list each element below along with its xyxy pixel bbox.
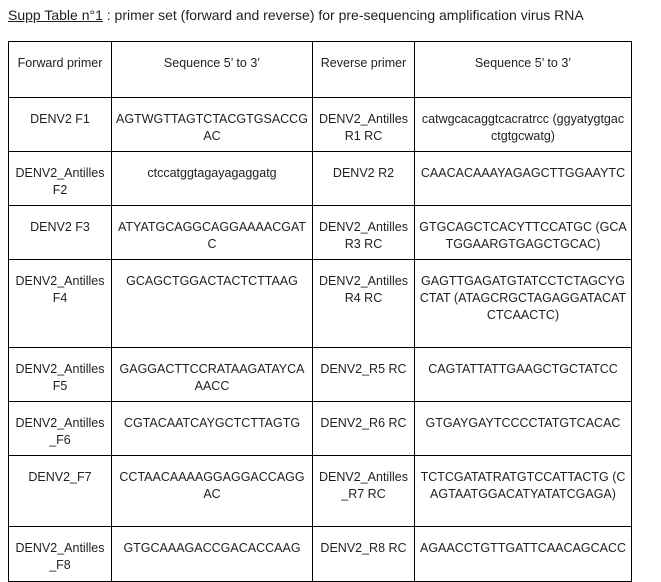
reverse-primer-cell: DENV2_R8 RC	[312, 526, 415, 582]
reverse-sequence-cell: CAACACAAAYAGAGCTTGGAAYTC	[414, 151, 632, 206]
header-reverse-primer: Reverse primer	[312, 41, 415, 98]
table-caption: Supp Table n°1 : primer set (forward and…	[8, 6, 584, 24]
forward-sequence-cell: GTGCAAAGACCGACACCAAG	[111, 526, 313, 582]
table-row: DENV2_Antilles_F8 GTGCAAAGACCGACACCAAG D…	[8, 526, 632, 582]
reverse-primer-cell: DENV2_Antilles_R7 RC	[312, 455, 415, 527]
reverse-sequence-cell: CAGTATTATTGAAGCTGCTATCC	[414, 347, 632, 402]
table-row: DENV2_Antilles_F6 CGTACAATCAYGCTCTTAGTG …	[8, 401, 632, 456]
reverse-sequence-cell: TCTCGATATRATGTCCATTACTG (CAGTAATGGACATYA…	[414, 455, 632, 527]
forward-sequence-cell: GCAGCTGGACTACTCTTAAG	[111, 259, 313, 348]
forward-sequence-cell: ATYATGCAGGCAGGAAAACGATC	[111, 205, 313, 260]
forward-primer-cell: DENV2 F3	[8, 205, 112, 260]
table-row: DENV2_F7 CCTAACAAAAGGAGGACCAGGAC DENV2_A…	[8, 455, 632, 527]
table-row: DENV2_Antilles F5 GAGGACTTCCRATAAGATAYCA…	[8, 347, 632, 402]
reverse-primer-cell: DENV2_Antilles R1 RC	[312, 97, 415, 152]
forward-sequence-cell: AGTWGTTAGTCTACGTGSACCGAC	[111, 97, 313, 152]
reverse-primer-cell: DENV2_R6 RC	[312, 401, 415, 456]
reverse-primer-cell: DENV2 R2	[312, 151, 415, 206]
reverse-primer-cell: DENV2_R5 RC	[312, 347, 415, 402]
forward-sequence-cell: GAGGACTTCCRATAAGATAYCAAACC	[111, 347, 313, 402]
forward-primer-cell: DENV2_Antilles F4	[8, 259, 112, 348]
table-row: DENV2 F3 ATYATGCAGGCAGGAAAACGATC DENV2_A…	[8, 205, 632, 260]
reverse-sequence-cell: AGAACCTGTTGATTCAACAGCACC	[414, 526, 632, 582]
reverse-sequence-cell: catwgcacaggtcacratrcc (ggyatygtgacctgtgc…	[414, 97, 632, 152]
header-reverse-sequence: Sequence 5’ to 3’	[414, 41, 632, 98]
reverse-primer-cell: DENV2_Antilles R3 RC	[312, 205, 415, 260]
caption-text: : primer set (forward and reverse) for p…	[102, 7, 584, 23]
table-row: DENV2_Antilles F2 ctccatggtagayagaggatg …	[8, 151, 632, 206]
reverse-sequence-cell: GTGCAGCTCACYTTCCATGC (GCATGGAARGTGAGCTGC…	[414, 205, 632, 260]
forward-sequence-cell: CCTAACAAAAGGAGGACCAGGAC	[111, 455, 313, 527]
reverse-sequence-cell: GTGAYGAYTCCCCTATGTCACAC	[414, 401, 632, 456]
forward-primer-cell: DENV2_F7	[8, 455, 112, 527]
forward-primer-cell: DENV2_Antilles F2	[8, 151, 112, 206]
header-forward-primer: Forward primer	[8, 41, 112, 98]
caption-label: Supp Table n°1	[8, 7, 103, 23]
forward-primer-cell: DENV2_Antilles_F6	[8, 401, 112, 456]
forward-sequence-cell: CGTACAATCAYGCTCTTAGTG	[111, 401, 313, 456]
table-row: DENV2_Antilles F4 GCAGCTGGACTACTCTTAAG D…	[8, 259, 632, 348]
table-header-row: Forward primer Sequence 5’ to 3’ Reverse…	[8, 41, 632, 98]
forward-primer-cell: DENV2_Antilles_F8	[8, 526, 112, 582]
primer-table: Forward primer Sequence 5’ to 3’ Reverse…	[8, 41, 632, 582]
forward-primer-cell: DENV2_Antilles F5	[8, 347, 112, 402]
header-forward-sequence: Sequence 5’ to 3’	[111, 41, 313, 98]
reverse-primer-cell: DENV2_Antilles R4 RC	[312, 259, 415, 348]
table-row: DENV2 F1 AGTWGTTAGTCTACGTGSACCGAC DENV2_…	[8, 97, 632, 152]
forward-primer-cell: DENV2 F1	[8, 97, 112, 152]
reverse-sequence-cell: GAGTTGAGATGTATCCTCTAGCYGCTAT (ATAGCRGCTA…	[414, 259, 632, 348]
forward-sequence-cell: ctccatggtagayagaggatg	[111, 151, 313, 206]
